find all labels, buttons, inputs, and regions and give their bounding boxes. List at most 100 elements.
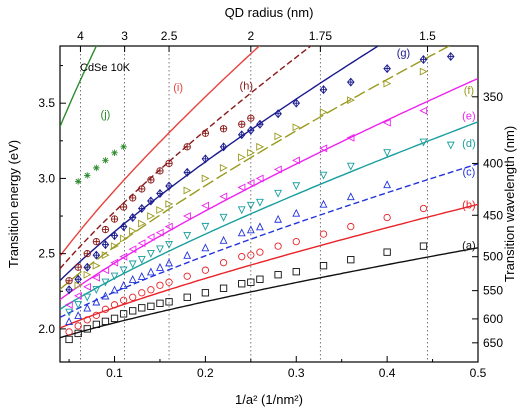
fit-curve	[60, 46, 451, 290]
series-label: (d)	[462, 138, 475, 150]
x-tick-label: 0.2	[197, 366, 214, 380]
right-tick-label: 350	[483, 90, 503, 104]
data-point	[138, 304, 146, 312]
data-point	[101, 291, 110, 300]
data-point	[219, 142, 228, 152]
data-point	[83, 250, 91, 258]
data-point	[165, 258, 173, 267]
data-point	[65, 328, 73, 336]
data-point	[274, 214, 283, 223]
data-point	[92, 297, 101, 306]
data-point	[274, 242, 282, 250]
data-point-cross	[202, 130, 209, 137]
top-tick-label: 3	[121, 29, 128, 43]
left-axis: 2.0 2.5 3.0 3.5	[38, 65, 66, 336]
data-point	[119, 222, 128, 232]
data-point	[147, 302, 155, 310]
data-point	[156, 188, 164, 198]
right-axis-label: Transition wavelength (nm)	[502, 126, 517, 282]
data-point	[128, 260, 137, 269]
data-point	[383, 149, 392, 158]
top-tick-label: 1.5	[419, 29, 436, 43]
data-point	[73, 291, 82, 300]
data-point	[84, 172, 91, 179]
data-point	[382, 118, 391, 127]
data-point	[92, 311, 100, 320]
data-point	[419, 55, 428, 65]
data-point	[92, 273, 100, 282]
data-point	[419, 138, 428, 147]
data-point	[65, 317, 74, 326]
data-point	[274, 189, 283, 198]
data-point	[120, 143, 127, 151]
data-point	[255, 222, 264, 231]
data-point	[92, 261, 101, 270]
data-point-cross	[84, 250, 91, 257]
data-point	[219, 192, 228, 201]
data-point	[273, 165, 282, 174]
data-point	[346, 192, 355, 201]
data-point	[292, 182, 301, 191]
data-point	[219, 284, 228, 292]
data-point	[101, 278, 110, 287]
data-point-cross	[93, 238, 100, 245]
data-point-cross	[102, 226, 109, 233]
series-label: (a)	[462, 240, 475, 252]
data-point	[147, 196, 155, 206]
data-point-cross	[238, 121, 245, 128]
data-point	[274, 109, 282, 119]
data-point	[83, 282, 91, 291]
data-point	[74, 274, 82, 284]
data-point	[419, 242, 428, 250]
data-point	[110, 272, 119, 281]
data-point	[137, 204, 146, 214]
data-point	[74, 301, 83, 310]
data-point	[246, 201, 255, 210]
data-point	[319, 144, 328, 153]
data-point	[119, 203, 128, 211]
y-tick-label: 2.5	[38, 247, 55, 261]
data-point	[201, 201, 210, 210]
data-point	[101, 305, 110, 313]
data-point	[137, 239, 146, 248]
data-point	[156, 167, 164, 175]
data-point	[110, 242, 119, 251]
data-point	[237, 183, 246, 192]
data-point	[110, 231, 119, 241]
x-axis-label: 1/a² (1/nm²)	[235, 392, 303, 407]
top-tick-label: 1.75	[309, 29, 333, 43]
data-point	[165, 159, 173, 168]
fit-curve	[60, 163, 478, 319]
data-point	[247, 148, 256, 157]
fit-curve	[60, 77, 478, 301]
fit-curve	[60, 46, 380, 282]
data-point	[129, 307, 137, 315]
data-point	[183, 212, 191, 220]
data-point	[101, 266, 110, 275]
data-point	[274, 132, 283, 141]
data-point	[238, 253, 246, 261]
data-point	[165, 278, 173, 286]
data-point	[292, 268, 300, 276]
right-axis: 350 400 450 500 550 600 650	[472, 90, 503, 350]
data-point	[247, 251, 255, 259]
data-point	[319, 262, 328, 270]
data-point	[137, 256, 146, 264]
data-point	[237, 130, 246, 140]
data-point	[347, 256, 355, 264]
data-point-cross	[138, 185, 145, 193]
data-point	[201, 129, 210, 137]
data-point-cross	[247, 115, 255, 122]
data-point	[110, 301, 119, 309]
data-point	[346, 162, 355, 171]
data-point-cross	[156, 167, 164, 175]
top-tick-label: 4	[77, 29, 84, 43]
top-tick-label: 2.5	[161, 29, 178, 43]
data-point	[237, 228, 246, 237]
data-point-cross	[147, 176, 155, 184]
data-point	[274, 271, 282, 279]
data-point	[319, 199, 328, 208]
data-point	[201, 174, 210, 183]
data-point	[419, 204, 428, 213]
